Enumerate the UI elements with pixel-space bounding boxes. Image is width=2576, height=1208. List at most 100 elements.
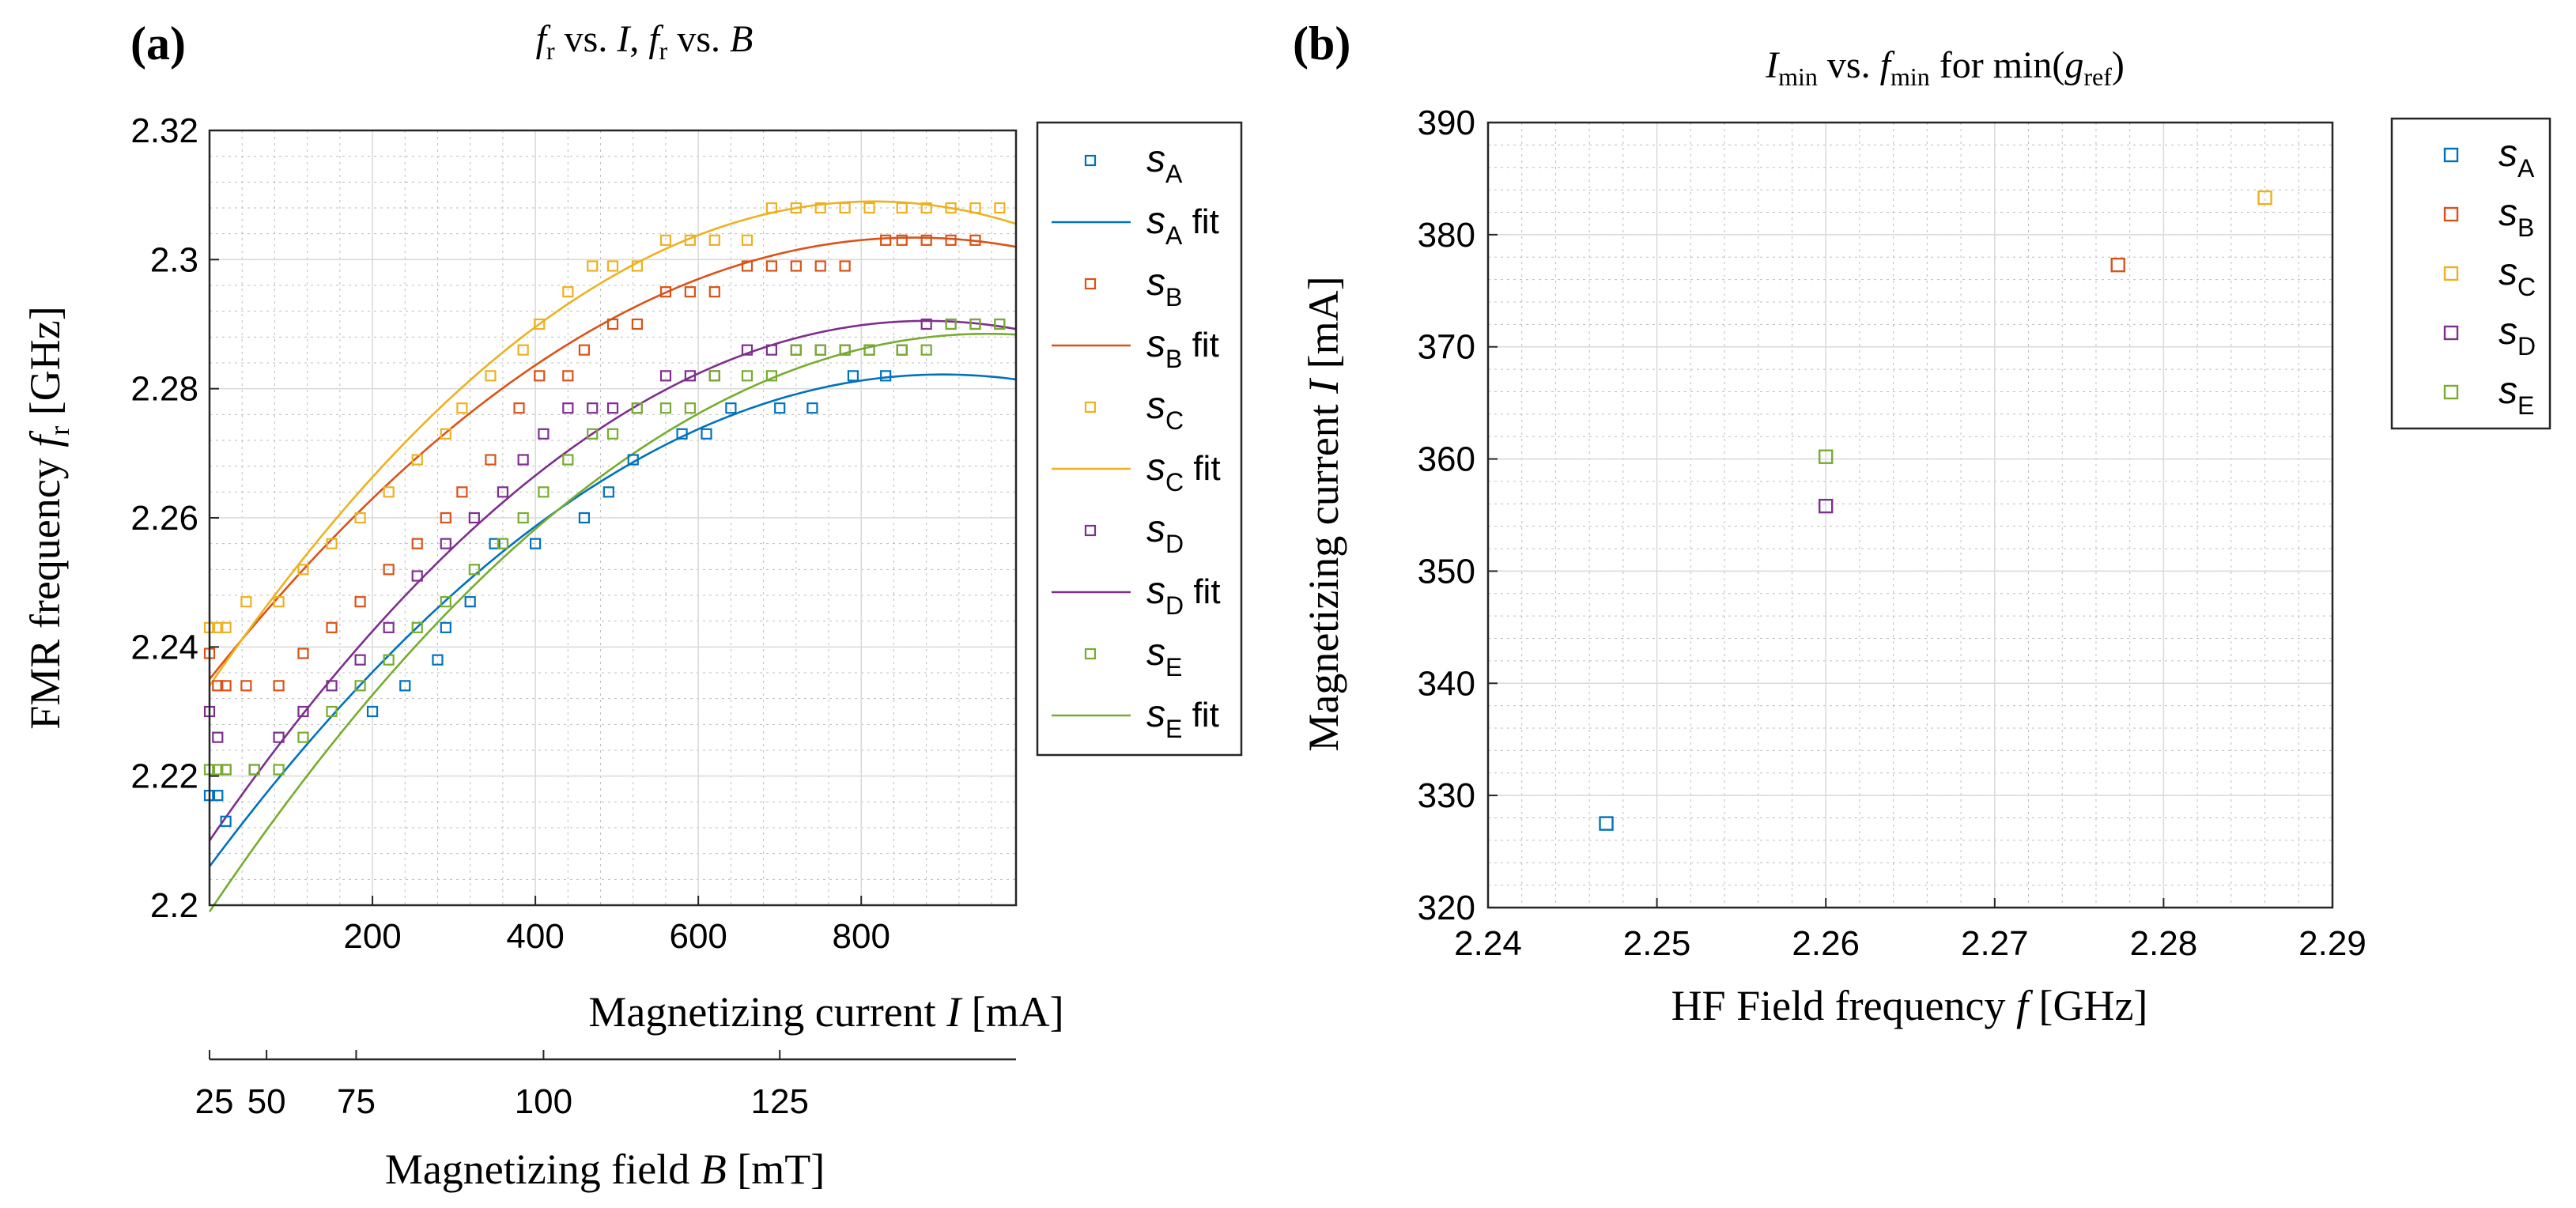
legend-symbol: s [1146, 570, 1165, 612]
panel-b: (b) Imin vs. fmin for min(gref) 2.24 2.25… [1293, 17, 2551, 1029]
data-point-c [517, 344, 529, 356]
data-point-e [1818, 449, 1834, 464]
data-point-b [969, 234, 981, 246]
data-point-c [383, 486, 395, 498]
y-tick-label: 380 [1418, 216, 1475, 255]
legend-marker-e [2443, 384, 2459, 400]
legend-suffix: fit [1182, 326, 1218, 364]
fit-curve-d [208, 319, 1017, 842]
x-tick-label: 2.29 [2298, 924, 2366, 963]
data-point-a [464, 596, 476, 608]
data-point-a [220, 815, 232, 827]
data-point-c [969, 202, 981, 214]
data-point-e [920, 344, 932, 356]
legend-marker-b [2443, 206, 2459, 222]
data-point-a [676, 428, 688, 440]
y-tick-label: 2.32 [130, 111, 198, 150]
legend-marker-d [1084, 524, 1097, 537]
data-point-b [456, 486, 468, 498]
data-point-a [725, 402, 737, 414]
data-point-e [497, 538, 509, 549]
data-point-b [896, 234, 908, 246]
legend-label: sA [2499, 133, 2535, 183]
x-tick-label: 800 [833, 917, 890, 956]
legend-symbol: s [1146, 447, 1165, 489]
data-point-b [485, 454, 497, 466]
data-point-d [1818, 498, 1834, 514]
x-tick-label: 2.26 [1792, 924, 1860, 963]
legend-symbol: s [2499, 192, 2517, 234]
legend-suffix: fit [1184, 449, 1220, 488]
legend-subscript: C [2517, 273, 2536, 301]
data-point-a [440, 621, 451, 633]
data-point-c [240, 596, 252, 608]
data-point-c [587, 260, 599, 272]
y-tick-label: 340 [1418, 664, 1475, 703]
data-point-d [273, 731, 285, 743]
data-point-b [790, 260, 802, 272]
data-point-c [297, 564, 309, 576]
data-point-b [297, 647, 309, 659]
data-point-d [684, 370, 696, 382]
data-point-d [440, 538, 451, 549]
data-point-e [765, 370, 778, 382]
panel-b-x-label: HF Field frequency f [GHz] [1671, 982, 2148, 1029]
data-point-d [814, 344, 826, 356]
data-point-b [684, 286, 696, 298]
legend-subscript: C [1165, 468, 1184, 496]
data-point-a [806, 402, 818, 414]
data-point-e [994, 318, 1006, 330]
data-point-e [684, 402, 696, 414]
data-point-a [489, 538, 500, 549]
data-point-d [659, 370, 672, 382]
title-b-part: ref [2083, 62, 2112, 91]
title-a-part: vs. [555, 18, 618, 60]
legend-subscript: E [1165, 715, 1182, 743]
legend-marker-b [1084, 277, 1097, 290]
data-point-c [440, 428, 451, 440]
legend-symbol: s [2499, 133, 2517, 175]
panel-a-title: fr vs. I, fr vs. B [536, 18, 754, 65]
data-point-b [578, 344, 591, 356]
legend-symbol: s [2499, 370, 2517, 412]
data-point-b [220, 680, 232, 692]
legend-label: sD fit [1146, 570, 1221, 620]
legend-subscript: A [1165, 221, 1183, 250]
data-point-b [212, 680, 224, 692]
legend-label: sD [2499, 311, 2536, 361]
panel-b-axes-box [1486, 121, 2334, 909]
legend-subscript: C [1165, 406, 1184, 435]
data-point-a [578, 512, 591, 524]
data-point-e [538, 486, 550, 498]
data-point-c [765, 202, 778, 214]
panel-a-data-points [203, 202, 1006, 827]
legend-suffix: fit [1182, 696, 1218, 734]
data-point-a [1599, 816, 1614, 831]
legend-subscript: A [1165, 160, 1183, 188]
ylabel-a-part: FMR frequency [21, 447, 69, 730]
data-point-b [839, 260, 851, 272]
y-tick-label: 2.22 [130, 757, 198, 796]
data-point-d [468, 512, 480, 524]
data-point-d [517, 454, 529, 466]
legend-marker-c [2443, 266, 2459, 281]
data-point-c [814, 202, 826, 214]
panel-a-letter: (a) [130, 17, 186, 70]
data-point-e [326, 705, 338, 718]
data-point-d [741, 344, 754, 356]
x-tick-label: 600 [669, 917, 727, 956]
y-tick-label: 2.26 [130, 499, 198, 538]
data-point-b [606, 318, 619, 330]
title-a-part: I [616, 18, 631, 60]
data-point-b [383, 564, 395, 576]
data-point-c [456, 402, 468, 414]
panel-b-letter: (b) [1293, 17, 1350, 70]
data-point-a [530, 538, 542, 549]
legend-symbol: s [1146, 693, 1165, 735]
data-point-e [969, 318, 981, 330]
data-point-e [273, 764, 285, 776]
legend-marker-d [2443, 325, 2459, 341]
legend-label: sE [1146, 632, 1182, 681]
legend-subscript: D [2517, 332, 2536, 361]
